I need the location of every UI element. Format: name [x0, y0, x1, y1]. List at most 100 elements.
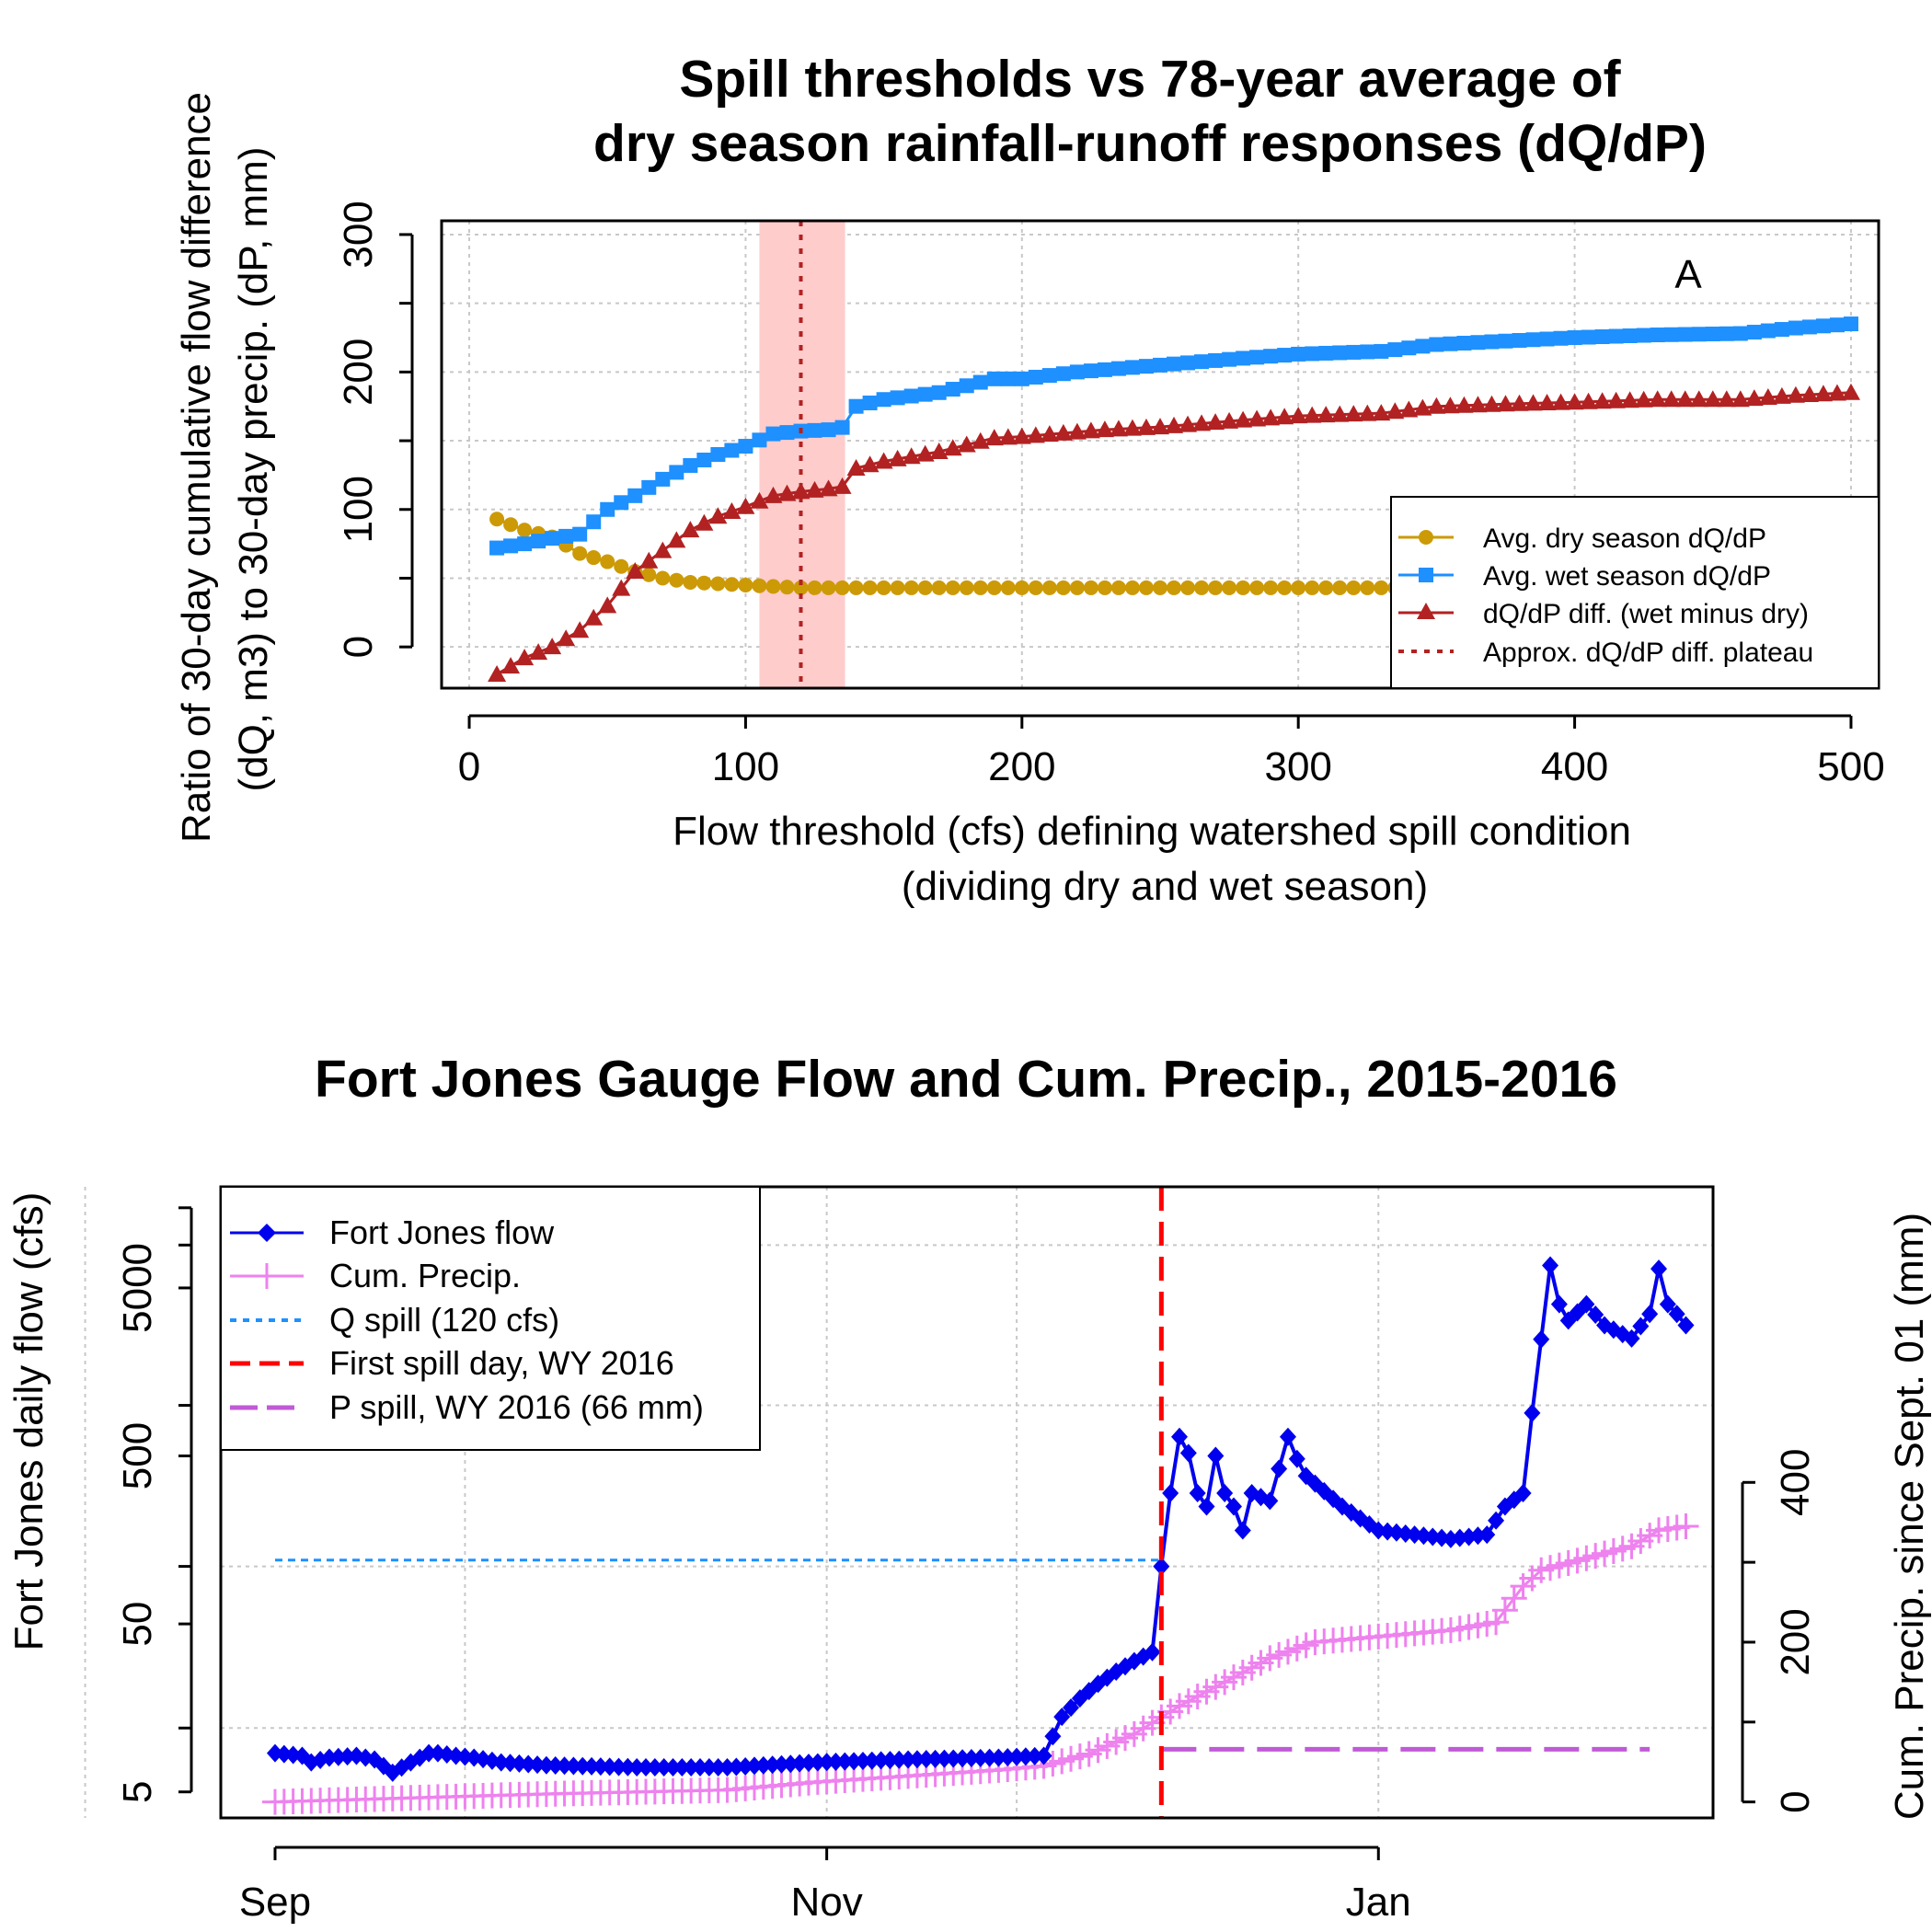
- top-y-axis-label-line-1: Ratio of 30-day cumulative flow differen…: [174, 92, 219, 843]
- wet-season-point: [1291, 346, 1306, 362]
- flow-point: [1053, 1708, 1071, 1727]
- flow-point: [737, 1756, 754, 1776]
- wet-season-point: [1055, 366, 1071, 382]
- top-y-tick-label: 100: [336, 476, 381, 543]
- bottom-right-y-tick-label: 200: [1773, 1608, 1818, 1675]
- diff-point: [1800, 385, 1819, 403]
- legend-precip-label: Cum. Precip.: [329, 1257, 521, 1294]
- bottom-left-y-tick-label: 5: [115, 1780, 160, 1802]
- wet-season-point: [1622, 328, 1638, 344]
- flow-point: [1279, 1427, 1296, 1446]
- wet-season-point: [558, 528, 574, 544]
- flow-point: [556, 1756, 573, 1776]
- wet-season-point: [765, 426, 781, 442]
- flow-point: [791, 1754, 809, 1773]
- wet-season-point: [1318, 345, 1334, 361]
- flow-point: [1650, 1259, 1668, 1279]
- flow-point: [764, 1755, 781, 1775]
- flow-point: [908, 1750, 926, 1769]
- legend-item-firstspill: First spill day, WY 2016: [230, 1344, 674, 1382]
- dry-season-point: [779, 580, 795, 595]
- dry-season-point: [986, 580, 1002, 595]
- flow-point: [1587, 1305, 1604, 1325]
- diff-point: [1827, 384, 1846, 401]
- dry-season-point: [1180, 580, 1196, 595]
- legend-item-diff: dQ/dP diff. (wet minus dry): [1398, 599, 1809, 629]
- flow-point: [1017, 1747, 1034, 1766]
- diff-point: [1510, 394, 1529, 411]
- dry-season-point: [945, 580, 960, 595]
- dry-season-point: [572, 546, 588, 561]
- diff-point: [805, 480, 824, 498]
- bottom-chart-title: Fort Jones Gauge Flow and Cum. Precip., …: [315, 1050, 1617, 1109]
- flow-point: [520, 1754, 537, 1774]
- wet-season-point: [489, 540, 505, 556]
- dry-season-point: [1249, 580, 1265, 595]
- diff-point: [1095, 420, 1114, 438]
- diff-point: [1537, 393, 1557, 410]
- flow-point: [1271, 1459, 1288, 1478]
- wet-season-point: [834, 420, 850, 435]
- wet-season-point: [959, 378, 974, 394]
- wet-season-point: [1387, 342, 1403, 358]
- top-chart-title-line-2: dry season rainfall-runoff responses (dQ…: [593, 114, 1707, 173]
- wet-season-point: [1305, 346, 1320, 362]
- flow-point: [1225, 1497, 1242, 1516]
- flow-point: [1488, 1511, 1505, 1530]
- flow-point: [891, 1750, 908, 1769]
- wet-season-point: [1124, 360, 1140, 375]
- flow-point: [1514, 1484, 1532, 1503]
- wet-season-point: [807, 422, 822, 438]
- diff-point: [736, 497, 755, 514]
- wet-season-point: [986, 371, 1002, 386]
- wet-season-point: [531, 534, 546, 549]
- wet-season-point: [1636, 328, 1651, 343]
- diff-point: [667, 531, 686, 548]
- wet-season-point: [779, 425, 795, 441]
- diff-point: [1344, 405, 1363, 422]
- dry-season-point: [738, 577, 753, 592]
- flow-point: [728, 1757, 745, 1777]
- wet-season-point: [903, 388, 919, 404]
- dry-season-point: [793, 580, 809, 595]
- wet-season-point: [1512, 332, 1527, 348]
- wet-season-point: [1732, 326, 1748, 341]
- wet-season-point: [1069, 364, 1085, 380]
- wet-season-point: [545, 531, 560, 546]
- diff-point: [1593, 392, 1612, 409]
- wet-season-point: [1222, 351, 1237, 367]
- diff-point: [1772, 386, 1791, 404]
- bottom-right-y-axis-label: Cum. Precip. since Sept. 01 (mm): [1887, 1213, 1932, 1820]
- flow-point: [1478, 1525, 1496, 1545]
- top-y-tick-label: 0: [336, 636, 381, 658]
- flow-point: [945, 1749, 962, 1768]
- dry-season-point: [890, 580, 905, 595]
- wet-season-point: [1360, 344, 1375, 360]
- flow-point: [1179, 1443, 1197, 1463]
- dry-season-point: [1360, 580, 1375, 595]
- wet-season-point: [1843, 316, 1858, 332]
- legend-diff-label: dQ/dP diff. (wet minus dry): [1483, 599, 1809, 629]
- wet-season-point: [696, 452, 712, 467]
- flow-point: [529, 1755, 546, 1775]
- flow-point: [1668, 1305, 1685, 1324]
- flow-point: [818, 1753, 835, 1772]
- wet-season-point: [1374, 343, 1389, 359]
- bottom-right-y-tick-label: 0: [1773, 1790, 1818, 1812]
- diff-point: [1606, 391, 1626, 408]
- flow-point: [1623, 1328, 1640, 1348]
- diff-point: [1026, 426, 1045, 443]
- bottom-legend-box: [220, 1186, 761, 1451]
- bottom-left-y-tick-label: 5000: [115, 1243, 160, 1333]
- wet-season-point: [1581, 329, 1596, 345]
- flow-point: [1234, 1521, 1251, 1540]
- wet-season-point: [1153, 357, 1167, 373]
- wet-season-point: [572, 526, 588, 542]
- diff-point: [1786, 385, 1805, 403]
- flow-point: [1632, 1317, 1650, 1336]
- wet-season-point: [1788, 320, 1803, 336]
- diff-point: [1758, 387, 1777, 405]
- dry-season-point: [876, 580, 891, 595]
- wet-season-point: [1567, 330, 1582, 345]
